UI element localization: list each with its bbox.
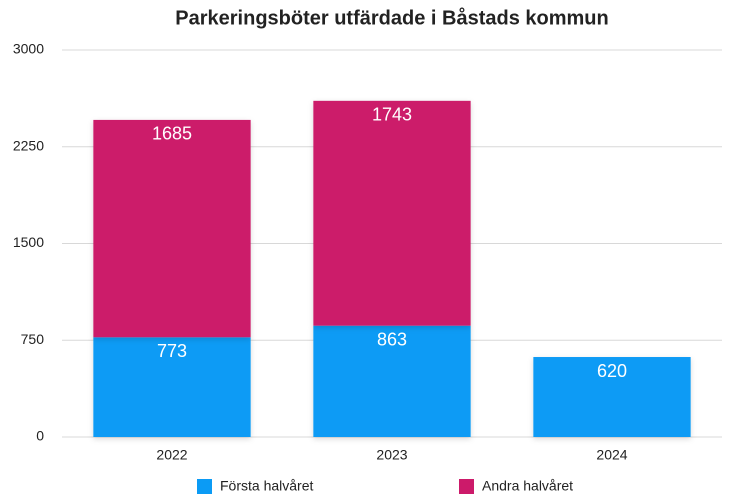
bar-segment <box>313 325 471 437</box>
legend-swatch <box>197 479 212 494</box>
bar-segment <box>93 119 251 338</box>
x-tick-label: 2024 <box>596 447 627 463</box>
legend-label: Första halvåret <box>220 478 313 494</box>
legend-swatch <box>459 479 474 494</box>
value-label: 620 <box>597 361 627 381</box>
value-label: 773 <box>157 341 187 361</box>
value-label: 1685 <box>152 124 192 144</box>
chart-title: Parkeringsböter utfärdade i Båstads komm… <box>175 6 608 29</box>
x-tick-label: 2022 <box>156 447 187 463</box>
bar-segment <box>533 357 691 437</box>
value-label: 1743 <box>372 105 412 125</box>
y-tick-label: 750 <box>21 331 45 347</box>
x-tick-label: 2023 <box>376 447 407 463</box>
y-tick-label: 2250 <box>13 137 44 153</box>
legend-label: Andra halvåret <box>482 478 573 494</box>
value-label: 863 <box>377 329 407 349</box>
bar-segment <box>93 337 251 437</box>
bar-segment <box>313 100 471 326</box>
y-tick-label: 3000 <box>13 41 44 57</box>
y-tick-label: 1500 <box>13 234 44 250</box>
y-tick-label: 0 <box>36 428 44 444</box>
